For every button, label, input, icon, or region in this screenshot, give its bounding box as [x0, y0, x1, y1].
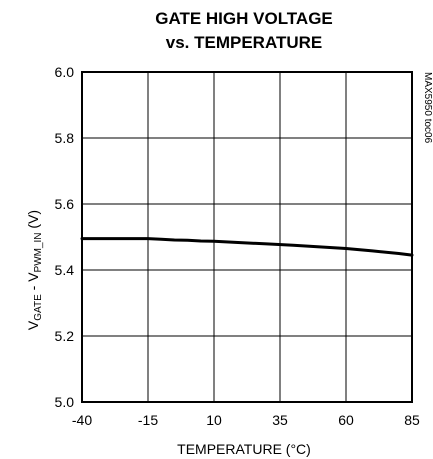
plot-frame: [81, 71, 413, 403]
x-axis-label: TEMPERATURE (°C): [177, 441, 311, 457]
x-tick-label: -40: [72, 412, 92, 428]
x-tick-label: 85: [404, 412, 420, 428]
x-tick-labels: -40 -15 10 35 60 85: [72, 412, 420, 428]
y-tick-label: 5.4: [55, 262, 75, 278]
side-note: MAX5950 toc06: [422, 72, 433, 144]
y-tick-label: 5.0: [55, 394, 75, 410]
x-tick-label: 35: [272, 412, 288, 428]
y-axis-label-sub-2: PWM_IN: [33, 232, 44, 272]
grid-lines: [81, 71, 413, 403]
y-axis-label-unit: (V): [25, 210, 41, 233]
y-axis-label: VGATE - VPWM_IN (V): [25, 210, 44, 330]
y-tick-label: 6.0: [55, 64, 75, 80]
y-tick-label: 5.6: [55, 196, 75, 212]
y-tick-label: 5.8: [55, 130, 75, 146]
y-tick-labels: 5.0 5.2 5.4 5.6 5.8 6.0: [55, 64, 75, 410]
y-axis-label-sub-1: GATE: [33, 294, 44, 321]
y-axis-label-main: V: [25, 320, 41, 330]
chart-title-line-1: GATE HIGH VOLTAGE: [155, 9, 333, 28]
chart-title-line-2: vs. TEMPERATURE: [166, 33, 323, 52]
x-tick-label: 10: [206, 412, 222, 428]
x-tick-label: -15: [138, 412, 158, 428]
series-line: [80, 237, 414, 257]
y-tick-label: 5.2: [55, 328, 75, 344]
y-axis-label-mid: - V: [25, 272, 41, 294]
x-tick-label: 60: [338, 412, 354, 428]
